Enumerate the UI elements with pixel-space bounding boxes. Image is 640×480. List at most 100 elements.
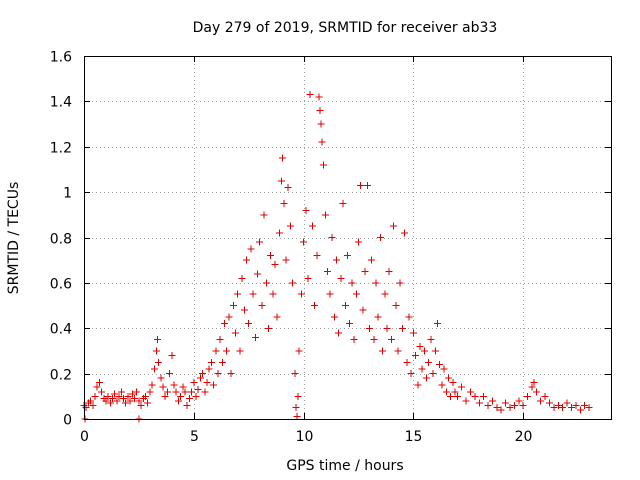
data-point	[113, 397, 121, 405]
data-point	[190, 379, 198, 387]
data-point	[576, 406, 584, 414]
data-point	[506, 404, 514, 412]
data-point	[115, 392, 123, 400]
data-point	[245, 320, 253, 328]
data-point	[168, 351, 176, 359]
data-point	[475, 399, 483, 407]
data-point	[348, 279, 356, 287]
data-point	[236, 347, 244, 355]
data-point	[89, 401, 97, 409]
data-point	[225, 313, 233, 321]
data-point	[271, 261, 279, 269]
data-point	[315, 93, 323, 101]
data-point	[354, 238, 362, 246]
data-point	[185, 395, 193, 403]
data-point	[431, 347, 439, 355]
data-point	[484, 401, 492, 409]
y-tick-labels: 0 0.2 0.4 0.6 0.8 1 1.2 1.4 1.6	[50, 50, 72, 429]
data-point	[440, 365, 448, 373]
data-point	[361, 268, 369, 276]
data-point	[445, 374, 453, 382]
data-point	[368, 256, 376, 264]
data-point	[385, 268, 393, 276]
data-point	[510, 401, 518, 409]
data-point	[144, 399, 152, 407]
data-point	[126, 397, 134, 405]
data-point	[170, 381, 178, 389]
data-point	[163, 388, 171, 396]
data-point	[216, 336, 224, 344]
data-point	[359, 306, 367, 314]
data-point	[183, 401, 191, 409]
data-point	[133, 388, 141, 396]
data-point	[337, 274, 345, 282]
data-point	[425, 358, 433, 366]
data-point	[344, 252, 351, 260]
y-tick-label: 1	[63, 186, 72, 202]
data-point	[196, 374, 204, 382]
data-point	[335, 329, 343, 337]
data-point	[159, 383, 167, 391]
data-point	[313, 252, 321, 260]
data-point	[242, 256, 250, 264]
data-point	[341, 302, 349, 310]
data-point	[401, 229, 409, 237]
x-tick-label: 5	[190, 429, 199, 445]
data-point	[537, 397, 545, 405]
data-point	[122, 399, 130, 407]
grid	[84, 56, 611, 419]
data-point	[172, 388, 180, 396]
data-point	[289, 279, 297, 287]
data-point	[416, 342, 424, 350]
data-point	[412, 351, 420, 359]
data-point	[318, 138, 326, 146]
data-point	[451, 388, 459, 396]
data-point	[326, 290, 334, 298]
data-point	[279, 154, 287, 162]
data-point	[363, 181, 371, 189]
data-point	[212, 347, 220, 355]
data-point	[352, 290, 360, 298]
y-tick-label: 1.4	[50, 95, 72, 111]
data-point	[221, 320, 229, 328]
data-point	[286, 222, 294, 230]
data-point	[357, 181, 365, 189]
data-point	[253, 270, 261, 278]
data-point	[398, 324, 406, 332]
data-point	[234, 290, 242, 298]
data-point	[546, 399, 554, 407]
data-point	[488, 397, 496, 405]
data-point	[106, 399, 114, 407]
data-point	[370, 336, 378, 344]
data-point	[316, 106, 324, 114]
data-point	[181, 388, 189, 396]
data-point	[311, 302, 319, 310]
data-point	[278, 177, 286, 185]
data-point	[258, 302, 266, 310]
data-point	[91, 392, 99, 400]
data-point	[350, 336, 358, 344]
data-point	[409, 329, 417, 337]
data-point	[157, 374, 165, 382]
y-tick-label: 0.2	[50, 368, 72, 384]
data-point	[267, 252, 275, 260]
x-axis-label: GPS time / hours	[286, 458, 403, 474]
y-tick-label: 0.4	[50, 322, 72, 338]
data-point	[141, 392, 149, 400]
data-point	[300, 238, 308, 246]
data-point	[418, 365, 426, 373]
data-point	[427, 336, 435, 344]
y-tick-label: 0.6	[50, 277, 72, 293]
data-point	[297, 290, 305, 298]
data-point	[462, 397, 470, 405]
data-point	[581, 401, 589, 409]
y-tick-label: 0	[63, 413, 72, 429]
y-tick-label: 0.8	[50, 232, 72, 248]
data-point	[442, 388, 450, 396]
data-point	[247, 245, 255, 253]
data-point	[381, 290, 389, 298]
data-point	[407, 370, 415, 378]
data-point	[104, 392, 112, 400]
data-point	[559, 404, 567, 412]
